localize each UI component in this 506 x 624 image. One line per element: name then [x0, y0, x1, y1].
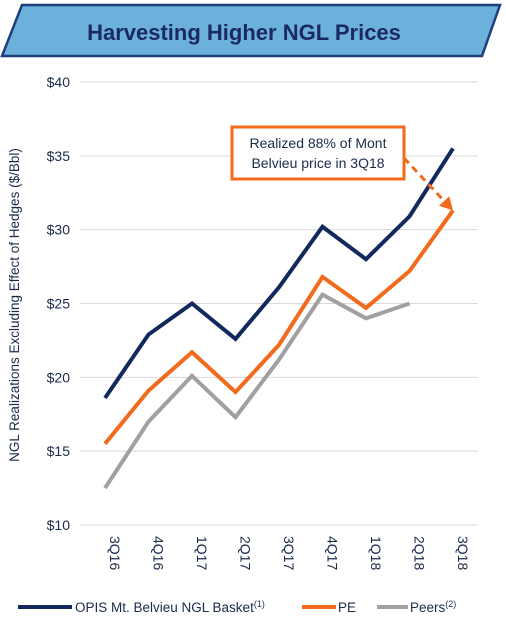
y-tick-labels: $40 $35 $30 $25 $20 $15 $10: [47, 74, 71, 533]
legend-label-peers: Peers(2): [410, 599, 456, 615]
x-tick-label: 4Q16: [151, 536, 167, 570]
y-tick-label: $15: [47, 443, 71, 459]
callout-box: [230, 125, 406, 181]
y-tick-label: $30: [47, 222, 71, 238]
x-tick-label: 3Q17: [281, 536, 297, 570]
x-tick-label: 3Q16: [107, 536, 123, 570]
x-tick-labels: 3Q16 4Q16 1Q17 2Q17 3Q17 4Q17 1Q18 2Q18 3Q18: [107, 536, 471, 570]
y-tick-label: $35: [47, 148, 71, 164]
callout-arrowhead: [439, 196, 453, 211]
legend-label-pe: PE: [338, 600, 356, 615]
title-box: [0, 3, 502, 58]
y-axis-label: NGL Realizations Excluding Effect of Hed…: [7, 148, 22, 462]
title-banner: Harvesting Higher NGL Prices: [0, 3, 502, 58]
callout: Realized 88% of Mont Belvieu price in 3Q…: [230, 125, 453, 211]
x-tick-label: 4Q17: [325, 536, 341, 570]
x-tick-label: 2Q17: [238, 536, 254, 570]
y-tick-label: $25: [47, 296, 71, 312]
callout-arrow: [402, 156, 446, 202]
x-tick-label: 2Q18: [412, 536, 428, 570]
series-line-peers: [103, 292, 411, 490]
series-line-pe: [103, 209, 455, 446]
x-tick-label: 1Q17: [194, 536, 210, 570]
legend-label-opis: OPIS Mt. Belvieu NGL Basket(1): [75, 599, 265, 615]
chart-title: Harvesting Higher NGL Prices: [87, 20, 401, 45]
callout-line-1: Realized 88% of Mont: [250, 135, 387, 151]
x-tick-label: 3Q18: [455, 536, 471, 570]
x-tick-label: 1Q18: [368, 536, 384, 570]
series-line-opis: [103, 147, 455, 400]
legend: OPIS Mt. Belvieu NGL Basket(1) PE Peers(…: [18, 599, 456, 615]
series-lines: [103, 147, 455, 490]
y-tick-label: $40: [47, 74, 71, 90]
y-tick-label: $10: [47, 517, 71, 533]
y-tick-label: $20: [47, 369, 71, 385]
callout-line-2: Belvieu price in 3Q18: [251, 155, 384, 171]
